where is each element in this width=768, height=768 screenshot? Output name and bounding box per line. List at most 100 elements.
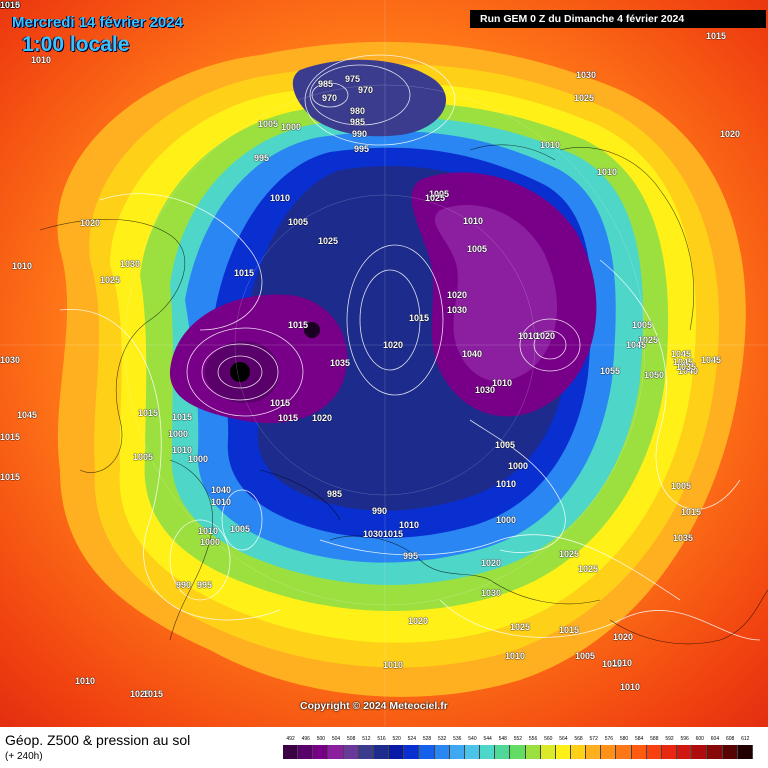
- isobar-label: 1010: [198, 526, 219, 536]
- isobar-label: 1030: [576, 70, 597, 80]
- isobar-label: 1030: [0, 355, 21, 365]
- color-legend: 492 496 500 504 508 512 516 520 524 528 532 536 540 5…: [283, 734, 753, 764]
- isobar-label: 1020: [535, 331, 556, 341]
- legend-tick-label: 548: [498, 736, 507, 742]
- isobar-label: 1030: [481, 588, 502, 598]
- legend-swatch: [449, 745, 465, 759]
- legend-tick-label: 596: [680, 736, 689, 742]
- isobar-label: 990: [372, 506, 388, 516]
- run-banner: Run GEM 0 Z du Dimanche 4 février 2024: [470, 10, 766, 28]
- isobar-label: 1005: [429, 189, 450, 199]
- legend-swatch: [737, 745, 753, 759]
- legend-tick-label: 564: [559, 736, 568, 742]
- isobar-label: 1020: [408, 616, 429, 626]
- isobar-label: 1000: [188, 454, 209, 464]
- isobar-label: 1030: [120, 259, 141, 269]
- isobar-label: 1040: [211, 485, 232, 495]
- isobar-label: 1025: [574, 93, 595, 103]
- isobar-label: 985: [350, 117, 366, 127]
- footer: Géop. Z500 & pression au sol (+ 240h) 49…: [0, 727, 768, 768]
- legend-swatch: [570, 745, 587, 759]
- isobar-lines: [59, 54, 761, 641]
- legend-swatch: [661, 745, 678, 759]
- legend-swatch: [328, 745, 344, 759]
- legend-tick-label: 508: [347, 736, 356, 742]
- forecast-hours: (+ 240h): [5, 751, 43, 762]
- isobar-label: 1015: [288, 320, 309, 330]
- isobar-label: 1035: [673, 533, 694, 543]
- isobar-label: 1005: [133, 452, 154, 462]
- legend-tick-label: 504: [331, 736, 341, 742]
- legend-swatch: [434, 745, 450, 759]
- isobar-label: 990: [352, 129, 368, 139]
- isobar-label: 1025: [559, 549, 580, 559]
- isobar-label: 1020: [481, 558, 502, 568]
- isobar-label: 1045: [626, 340, 647, 350]
- legend-swatch: [495, 745, 511, 759]
- isobar-label: 1040: [462, 349, 483, 359]
- legend-tick-label: 556: [528, 736, 538, 742]
- legend-swatch: [343, 745, 359, 759]
- isobar-label: 1045: [701, 355, 722, 365]
- isobar-label: 1025: [318, 236, 339, 246]
- legend-tick-label: 612: [741, 736, 750, 742]
- legend-swatch: [510, 745, 526, 759]
- map-canvas: [0, 0, 768, 727]
- isobar-label: 1010: [12, 261, 33, 271]
- legend-tick-label: 512: [362, 736, 371, 742]
- legend-tick-label: 516: [377, 736, 386, 742]
- isobar-label: 1020: [613, 632, 634, 642]
- legend-swatch: [616, 745, 632, 759]
- isobar-label: 1010: [172, 445, 193, 455]
- isobar-label: 1045: [17, 410, 38, 420]
- isobar-label: 1035: [676, 362, 697, 372]
- legend-tick-label: 500: [316, 736, 326, 742]
- legend-tick-label: 584: [635, 736, 644, 742]
- isobar-label: 1010: [463, 216, 484, 226]
- isobar-label: 1015: [602, 659, 623, 669]
- forecast-date-title: Mercredi 14 février 2024: [12, 14, 183, 31]
- low-center-west: [230, 362, 250, 382]
- isobar-label: 1005: [258, 119, 279, 129]
- isobar-label: 1010: [540, 140, 561, 150]
- legend-tick-label: 560: [544, 736, 553, 742]
- isobar-label: 970: [322, 93, 338, 103]
- legend-tick-label: 608: [725, 736, 735, 742]
- isobar-label: 970: [358, 85, 374, 95]
- legend-swatch: [586, 745, 602, 759]
- isobar-label: 1040: [678, 366, 699, 376]
- legend-swatch: [313, 745, 329, 759]
- isobar-label: 1025: [578, 564, 599, 574]
- isobar-label: 995: [403, 551, 419, 561]
- legend-tick-label: 540: [468, 736, 477, 742]
- isobar-label: 1015: [0, 0, 21, 10]
- legend-tick-label: 552: [513, 736, 523, 742]
- legend-tick-label: 492: [286, 736, 295, 742]
- isobar-label: 1005: [288, 217, 309, 227]
- isobar-label: 1010: [0, 0, 21, 10]
- isobar-label: 1010: [399, 520, 420, 530]
- legend-tick-label: 604: [710, 736, 720, 742]
- isobar-label: 1045: [671, 349, 692, 359]
- isobar-label: 1005: [495, 440, 516, 450]
- legend-tick-label: 572: [589, 736, 598, 742]
- legend-swatch: [677, 745, 693, 759]
- legend-swatch: [373, 745, 390, 759]
- isobar-label: 1010: [496, 479, 517, 489]
- legend-tick-label: 528: [422, 736, 432, 742]
- isobar-label: 1010: [597, 167, 618, 177]
- isobar-label: 1010: [31, 55, 52, 65]
- isobar-label: 1015: [706, 31, 727, 41]
- isobar-label: 1015: [138, 408, 159, 418]
- legend-tick-label: 496: [301, 736, 310, 742]
- legend-swatch: [525, 745, 541, 759]
- isobar-label: 1020: [80, 218, 101, 228]
- geopotential-map: 1015 1010 985 975 970 970 980 985 990 995 1005 1000…: [0, 0, 768, 727]
- legend-swatch: [555, 745, 571, 759]
- legend-tick-label: 524: [407, 736, 416, 742]
- isobar-label: 1000: [508, 461, 529, 471]
- legend-tick-label: 576: [604, 736, 614, 742]
- legend-tick-label: 544: [483, 736, 492, 742]
- isobar-label: 985: [318, 79, 334, 89]
- trough-north: [292, 59, 447, 137]
